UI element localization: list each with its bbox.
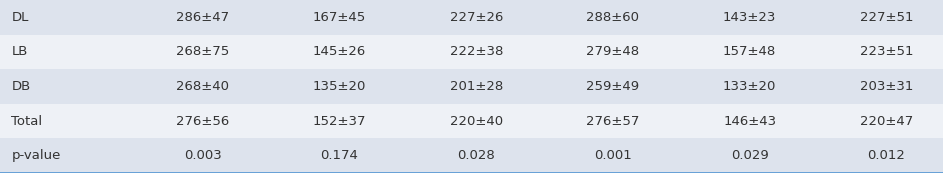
Text: 288±60: 288±60 [587, 11, 639, 24]
Bar [0, 69, 943, 104]
Text: 220±40: 220±40 [450, 115, 503, 128]
Text: Total: Total [11, 115, 42, 128]
Text: 135±20: 135±20 [313, 80, 366, 93]
Text: 201±28: 201±28 [450, 80, 503, 93]
Text: 276±57: 276±57 [587, 115, 639, 128]
Bar [0, 0, 943, 35]
Text: 0.001: 0.001 [594, 149, 632, 162]
Text: 143±23: 143±23 [723, 11, 776, 24]
Bar [0, 104, 943, 138]
Text: 268±40: 268±40 [176, 80, 229, 93]
Text: 276±56: 276±56 [176, 115, 229, 128]
Text: 223±51: 223±51 [860, 45, 913, 58]
Text: 279±48: 279±48 [587, 45, 639, 58]
Bar [0, 35, 943, 69]
Text: 203±31: 203±31 [860, 80, 913, 93]
Text: 152±37: 152±37 [313, 115, 366, 128]
Text: LB: LB [11, 45, 27, 58]
Text: DL: DL [11, 11, 28, 24]
Text: 286±47: 286±47 [176, 11, 229, 24]
Text: 157±48: 157±48 [723, 45, 776, 58]
Bar [0, 138, 943, 173]
Text: 167±45: 167±45 [313, 11, 366, 24]
Text: 133±20: 133±20 [723, 80, 776, 93]
Text: 220±47: 220±47 [860, 115, 913, 128]
Text: 146±43: 146±43 [723, 115, 776, 128]
Text: 0.028: 0.028 [457, 149, 495, 162]
Text: 268±75: 268±75 [176, 45, 229, 58]
Text: DB: DB [11, 80, 30, 93]
Text: 145±26: 145±26 [313, 45, 366, 58]
Text: 227±51: 227±51 [860, 11, 913, 24]
Text: p-value: p-value [11, 149, 60, 162]
Text: 0.012: 0.012 [868, 149, 905, 162]
Text: 0.174: 0.174 [321, 149, 358, 162]
Text: 227±26: 227±26 [450, 11, 503, 24]
Text: 0.003: 0.003 [184, 149, 222, 162]
Text: 259±49: 259±49 [587, 80, 639, 93]
Text: 222±38: 222±38 [450, 45, 503, 58]
Text: 0.029: 0.029 [731, 149, 769, 162]
